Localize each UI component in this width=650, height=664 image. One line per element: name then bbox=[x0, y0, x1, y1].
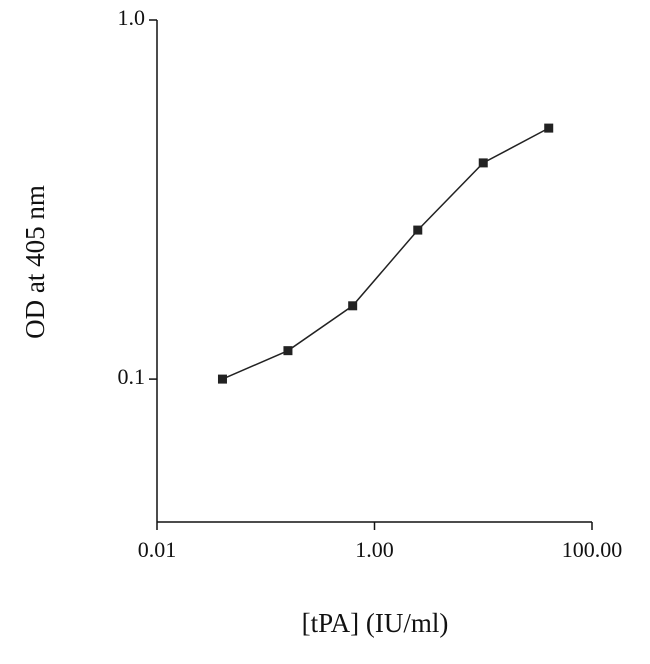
line bbox=[222, 127, 550, 380]
x-tick-label: 100.00 bbox=[562, 537, 623, 562]
x-tick-label: 1.00 bbox=[355, 537, 394, 562]
marker bbox=[544, 123, 554, 133]
marker bbox=[283, 346, 293, 356]
y-tick-label: 1.0 bbox=[118, 5, 146, 30]
marker bbox=[478, 158, 488, 168]
marker bbox=[348, 301, 358, 311]
y-tick-label: 0.1 bbox=[118, 364, 146, 389]
x-axis-title: [tPA] (IU/ml) bbox=[302, 608, 449, 638]
marker bbox=[217, 374, 227, 384]
marker bbox=[413, 225, 423, 235]
x-tick-label: 0.01 bbox=[138, 537, 177, 562]
y-axis-title: OD at 405 nm bbox=[20, 185, 50, 339]
